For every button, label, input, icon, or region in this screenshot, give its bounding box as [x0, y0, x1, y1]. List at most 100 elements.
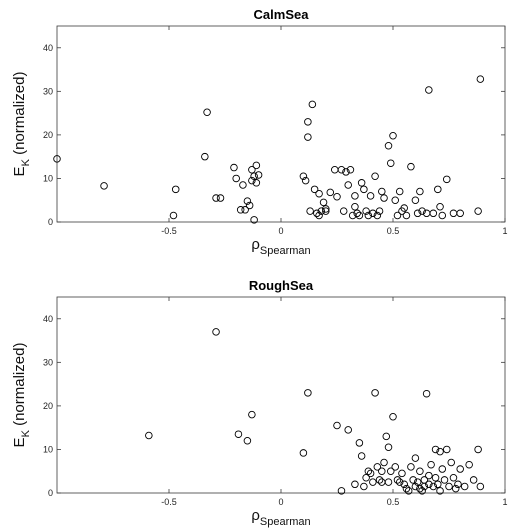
- data-point: [380, 194, 388, 202]
- data-points: [53, 75, 485, 224]
- data-point: [407, 162, 415, 171]
- data-point: [425, 471, 433, 480]
- data-point: [319, 198, 328, 207]
- data-point: [373, 463, 382, 471]
- data-point: [436, 203, 444, 211]
- plot-title: CalmSea: [254, 7, 310, 22]
- data-point: [391, 463, 399, 471]
- data-point: [306, 207, 314, 215]
- y-tick-label: 0: [48, 488, 53, 498]
- data-point: [474, 445, 482, 454]
- y-tick-label: 40: [43, 314, 53, 324]
- data-point: [393, 476, 402, 484]
- data-point: [400, 204, 408, 212]
- data-point: [346, 165, 355, 174]
- data-point: [429, 209, 438, 218]
- data-point: [434, 185, 442, 194]
- data-point: [393, 211, 402, 220]
- y-axis-label-subscript: K: [20, 429, 32, 437]
- data-point: [400, 480, 408, 489]
- data-point: [434, 480, 442, 489]
- data-point: [387, 159, 395, 167]
- x-axis-label-subscript: Spearman: [260, 245, 311, 257]
- data-points: [145, 328, 485, 495]
- data-point: [411, 196, 420, 204]
- data-point: [402, 211, 411, 220]
- data-point: [333, 421, 341, 430]
- data-point: [308, 100, 317, 109]
- data-point: [449, 474, 458, 482]
- data-point: [313, 209, 321, 218]
- y-axis-label-suffix: (normalized): [11, 72, 28, 160]
- data-point: [369, 478, 377, 486]
- data-point: [378, 467, 386, 475]
- y-tick-label: 10: [43, 444, 53, 454]
- data-point: [299, 172, 308, 181]
- data-point: [382, 432, 391, 441]
- x-axis-label-subscript: Spearman: [260, 516, 311, 528]
- data-point: [310, 185, 319, 194]
- data-point: [411, 454, 420, 462]
- data-point: [337, 165, 346, 174]
- data-point: [447, 458, 455, 467]
- data-point: [243, 436, 252, 445]
- data-point: [454, 480, 462, 489]
- data-point: [254, 171, 263, 179]
- data-point: [252, 179, 261, 187]
- data-point: [395, 187, 404, 196]
- data-point: [245, 201, 254, 210]
- data-point: [416, 187, 424, 196]
- data-point: [476, 482, 485, 491]
- data-point: [216, 194, 225, 202]
- data-point: [371, 389, 379, 397]
- data-point: [169, 211, 178, 220]
- data-point: [315, 211, 323, 220]
- x-tick-label: -0.5: [161, 226, 177, 236]
- data-point: [339, 207, 348, 215]
- data-point: [360, 185, 368, 194]
- data-point: [366, 469, 375, 478]
- x-axis-label: ρSpearman: [251, 236, 310, 257]
- data-point: [469, 476, 478, 484]
- x-axis-label-main: ρ: [251, 507, 260, 524]
- data-point: [236, 206, 245, 214]
- data-point: [315, 189, 323, 198]
- y-axis-label-subscript: K: [20, 158, 32, 166]
- y-tick-label: 30: [43, 86, 53, 96]
- axes-box: [56, 25, 506, 223]
- y-tick-label: 0: [48, 217, 53, 227]
- data-point: [353, 209, 361, 218]
- data-point: [364, 211, 373, 220]
- data-point: [250, 172, 258, 181]
- x-tick-label: 0: [278, 497, 283, 507]
- x-tick-label: 1: [502, 497, 507, 507]
- data-point: [440, 476, 449, 484]
- data-point: [429, 482, 438, 491]
- data-point: [351, 203, 359, 211]
- data-point: [438, 465, 447, 473]
- data-point: [391, 196, 399, 204]
- data-point: [366, 192, 375, 200]
- y-tick-label: 30: [43, 357, 53, 367]
- data-point: [422, 389, 431, 398]
- data-point: [445, 482, 453, 491]
- data-point: [362, 474, 370, 482]
- data-point: [380, 458, 388, 467]
- data-point: [456, 209, 464, 218]
- y-axis-label: EK (normalized): [11, 72, 32, 177]
- axes-box: [56, 296, 506, 494]
- data-point: [362, 207, 370, 215]
- data-point: [395, 478, 404, 486]
- data-point: [398, 469, 406, 478]
- data-point: [145, 431, 153, 440]
- y-tick-label: 20: [43, 130, 53, 140]
- data-point: [241, 206, 249, 214]
- data-point: [389, 132, 397, 140]
- x-axis-label-main: ρ: [251, 236, 260, 253]
- data-point: [474, 207, 482, 215]
- data-point: [418, 487, 426, 495]
